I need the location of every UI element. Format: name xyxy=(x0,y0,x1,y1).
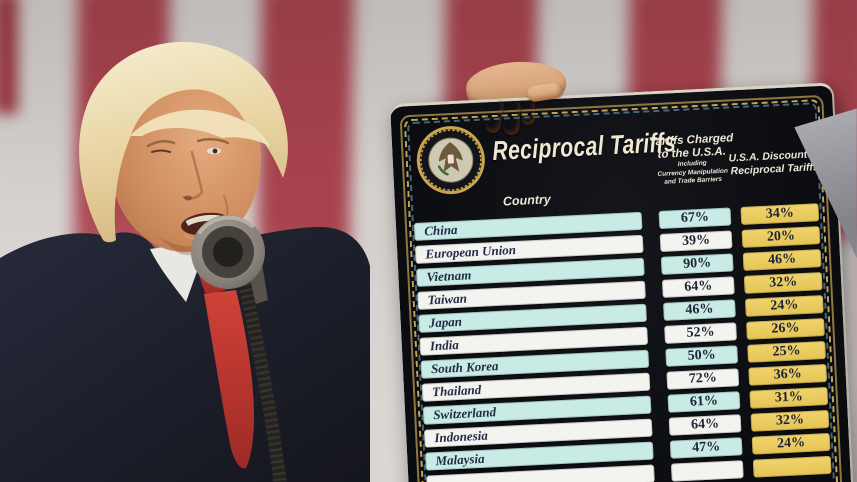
face xyxy=(109,64,261,252)
eyebrow-left xyxy=(146,140,176,148)
charged-cell: 64% xyxy=(661,276,735,298)
discounted-cell: 32% xyxy=(750,409,830,432)
hair-sweep xyxy=(130,109,270,146)
discounted-cell: 31% xyxy=(749,386,829,409)
discounted-cell: 32% xyxy=(743,272,823,294)
discounted-cell xyxy=(752,455,832,478)
flag-stripe-fold xyxy=(0,0,18,114)
discounted-cell: 24% xyxy=(744,295,824,317)
eye-left xyxy=(151,149,171,153)
charged-cell: 90% xyxy=(660,253,734,275)
tariff-board: Reciprocal Tariffs Country Tariffs Charg… xyxy=(390,82,855,482)
discounted-cell: 46% xyxy=(742,249,822,271)
charged-cell: 46% xyxy=(663,299,736,321)
mic-highlight xyxy=(198,215,254,234)
finger xyxy=(503,100,521,135)
tie-blade xyxy=(204,290,254,469)
charged-cell: 52% xyxy=(664,322,737,344)
charged-cell: 39% xyxy=(659,230,733,252)
charged-cell: 47% xyxy=(669,437,743,459)
mic-head-center xyxy=(213,237,243,267)
discounted-cell: 20% xyxy=(741,226,821,248)
charged-cell: 61% xyxy=(667,391,741,413)
discounted-cell: 24% xyxy=(751,432,831,455)
charged-cell: 64% xyxy=(668,414,742,436)
presidential-seal-icon xyxy=(416,126,485,195)
hair xyxy=(79,41,288,243)
discounted-cell: 34% xyxy=(740,203,820,225)
discounted-cell: 26% xyxy=(746,318,825,340)
discounted-cell: 25% xyxy=(747,341,826,363)
discounted-cell: 36% xyxy=(748,364,828,386)
speaker-figure xyxy=(0,41,370,482)
charged-cell: 72% xyxy=(666,368,740,390)
eyebrow-right xyxy=(196,138,230,145)
tariff-table: China 67% 34% European Union 39% 20% Vie… xyxy=(413,203,835,482)
eye-right-iris xyxy=(212,148,218,154)
charged-cell xyxy=(670,460,744,482)
charged-cell: 50% xyxy=(665,345,739,367)
nostril xyxy=(184,195,192,201)
mic-boom-ribs xyxy=(233,264,287,482)
charged-cell: 67% xyxy=(658,207,732,229)
